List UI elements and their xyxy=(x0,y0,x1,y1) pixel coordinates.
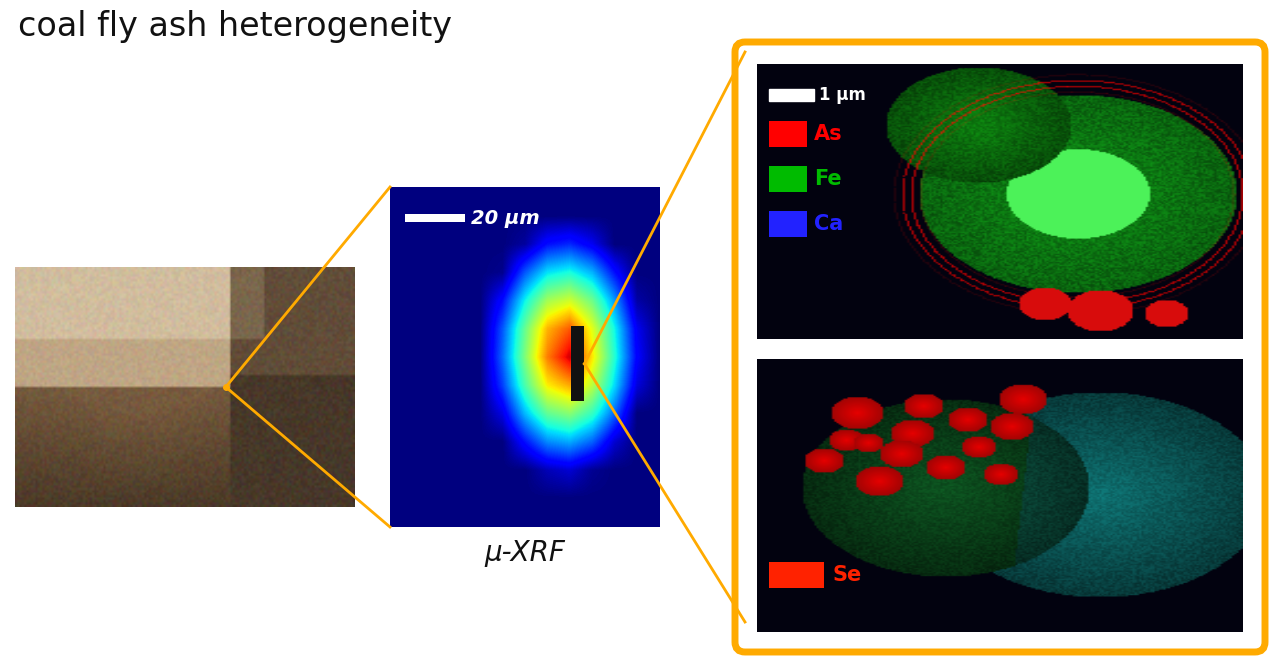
Bar xyxy=(404,214,465,222)
Bar xyxy=(571,327,585,401)
Text: 20 μm: 20 μm xyxy=(471,208,540,227)
Bar xyxy=(769,89,814,101)
Text: 1 μm: 1 μm xyxy=(819,86,865,104)
Bar xyxy=(769,121,806,147)
Bar xyxy=(769,166,806,192)
Bar xyxy=(769,211,806,237)
Text: Ca: Ca xyxy=(814,214,844,234)
Text: coal fly ash heterogeneity: coal fly ash heterogeneity xyxy=(18,10,452,43)
Bar xyxy=(769,562,824,588)
Text: Se: Se xyxy=(832,565,861,585)
Text: Fe: Fe xyxy=(814,169,842,189)
Text: As: As xyxy=(814,124,842,144)
Text: μ-XRF: μ-XRF xyxy=(485,539,566,567)
FancyBboxPatch shape xyxy=(735,42,1265,652)
